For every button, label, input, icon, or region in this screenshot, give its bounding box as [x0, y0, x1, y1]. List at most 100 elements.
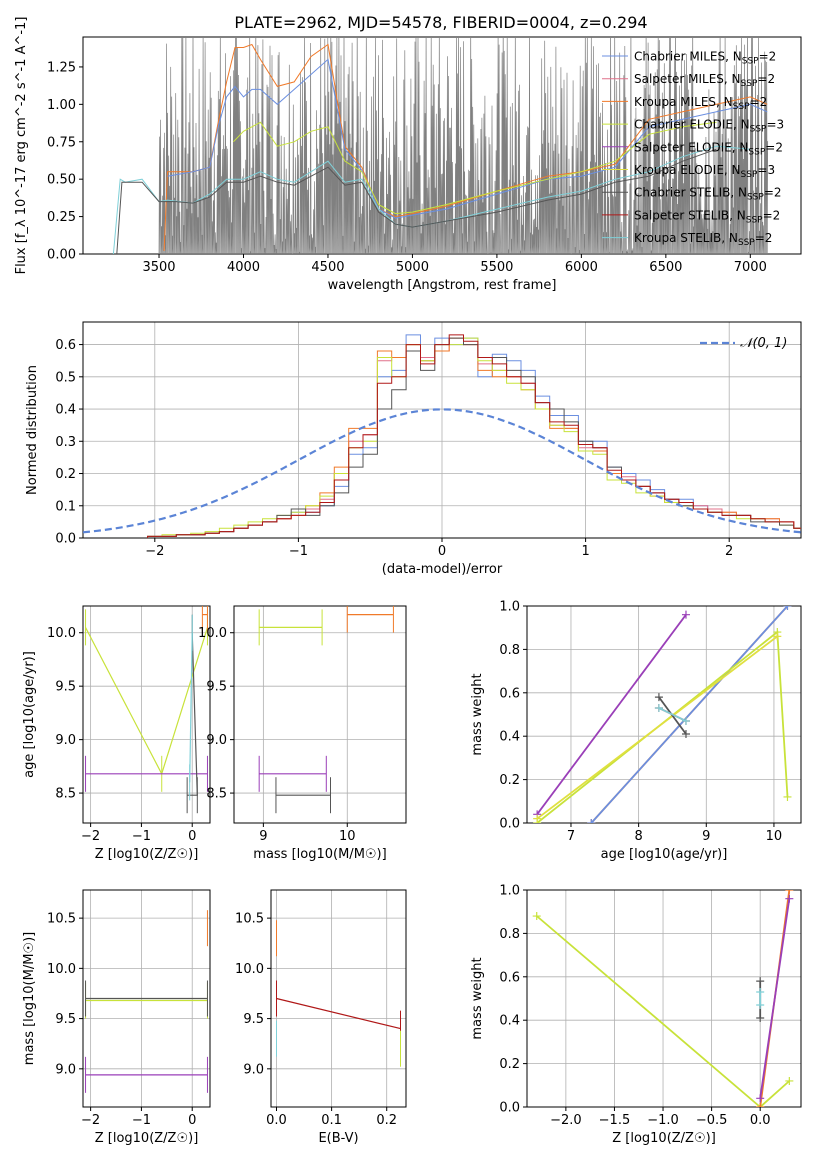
legend-eq: =2: [765, 140, 783, 154]
legend-eq: =2: [759, 50, 777, 64]
tick-label-y: 0.4: [499, 1014, 520, 1029]
chart-residuals: −2 −1 0 1 2 0.0 0.1 0.2 0.3 0.4 0.5 0.6 (data-model)…: [25, 321, 802, 577]
tick-label-y: 0.6: [499, 686, 520, 701]
series-chabrier-stelib: [116, 148, 717, 254]
tick-label-y: 0.2: [499, 773, 520, 788]
legend-sub: SSP: [747, 193, 764, 203]
legend-label: Kroupa STELIB, NSSP=2: [634, 231, 772, 248]
tick-label-x: −2: [145, 544, 164, 559]
normal-curve: [83, 408, 801, 534]
tick-label-x: 9: [259, 829, 267, 844]
data-point: [654, 693, 663, 702]
legend-eq: =2: [755, 231, 773, 245]
legend-label: Chabrier STELIB, NSSP=2: [634, 186, 782, 203]
tick-label-y: 0.2: [55, 467, 76, 482]
tick-label-y: 9.0: [206, 733, 227, 748]
plot-area: [276, 920, 401, 1067]
chart-mass_vs_Z: −2 −1 0 9.0 9.5 10.0 10.5 Z [log10(Z/Z☉)] mass […: [22, 889, 211, 1146]
tick-label-y: 0.0: [499, 817, 520, 832]
data-point: [756, 1014, 765, 1023]
tick-label-x: 7000: [734, 260, 767, 275]
legend-eq: =2: [764, 186, 782, 200]
series-chabrier-miles: [590, 606, 789, 823]
charts-container: 3500 4000 4500 5000 5500 6000 6500 70000.000.25…: [14, 17, 802, 1146]
tick-label-y: 1.0: [499, 884, 520, 899]
axis-label-y: age [log10(age/yr)]: [22, 651, 37, 778]
axis-label-y: mass weight: [470, 957, 485, 1039]
tick-label-y: 0.2: [499, 1057, 520, 1072]
series-chabrier-miles: [167, 58, 768, 219]
data-point: [785, 890, 794, 894]
tick-label-x: 4000: [227, 260, 260, 275]
tick-label-x: −1: [289, 544, 308, 559]
data-point: [785, 1076, 794, 1085]
tick-label-y: 1.00: [47, 98, 76, 113]
tick-label-y: 0.4: [55, 403, 76, 418]
data-point: [681, 730, 690, 739]
tick-label-y: 0.0: [55, 532, 76, 547]
tick-label-y: 10.5: [235, 912, 264, 927]
axis-label-y: Normed distribution: [25, 365, 40, 495]
axes-frame: [526, 889, 802, 1108]
data-point: [785, 894, 794, 903]
tick-label-y: 8.5: [206, 787, 227, 802]
tick-label-y: 0.8: [499, 643, 520, 658]
chart-age_vs_mass: 9 10 8.5 9.0 9.5 10.0 mass [log10(M/M☉)]: [198, 605, 407, 862]
tick-label-y: 9.0: [55, 733, 76, 748]
tick-label-x: 3500: [142, 260, 175, 275]
plot-area: [112, 37, 769, 254]
legend-label: Salpeter ELODIE, NSSP=2: [634, 140, 783, 157]
axis-label-x: age [log10(age/yr)]: [601, 847, 728, 862]
tick-label-y: 0.5: [55, 370, 76, 385]
tick-label-y: 10.0: [235, 962, 264, 977]
legend-label: Chabrier ELODIE, NSSP=3: [634, 118, 784, 135]
tick-label-y: 9.0: [55, 1062, 76, 1077]
series-salpeter-elodie: [536, 614, 687, 815]
tick-label-y: 10.5: [47, 912, 76, 927]
axis-label-y: mass [log10(M/M☉)]: [22, 932, 37, 1065]
tick-label-y: 8.5: [55, 787, 76, 802]
series-chabrier-stelib: [658, 696, 687, 735]
legend-eq: =2: [757, 72, 775, 86]
series-chabrier-elodie: [536, 915, 790, 1107]
chart-weight_vs_Z: −2.0 −1.5 −1.0 −0.5 0.0 0.0 0.2 0.4 0.6 0.8 1.0 Z […: [470, 884, 802, 1146]
tick-label-x: −1.0: [647, 1113, 679, 1128]
axis-label-x: (data-model)/error: [382, 562, 503, 577]
data-point: [756, 977, 765, 986]
series-salpeter-stelib: [276, 997, 401, 1030]
data-point: [756, 987, 765, 996]
tick-label-x: 9: [702, 829, 710, 844]
data-point: [532, 912, 541, 921]
tick-label-y: 9.5: [55, 680, 76, 695]
plot-area: [533, 606, 792, 823]
tick-label-x: 0.2: [376, 1113, 397, 1128]
legend-sub: SSP: [748, 147, 765, 157]
data-point: [681, 717, 690, 726]
legend-sub: SSP: [742, 57, 759, 67]
series-kroupa-stelib: [189, 632, 193, 783]
tick-label-y: 0.25: [47, 210, 76, 225]
legend-label: 𝒩(0, 1): [740, 336, 787, 351]
tick-label-y: 9.5: [55, 1012, 76, 1027]
tick-label-x: 2: [725, 544, 733, 559]
tick-label-y: 9.0: [243, 1062, 264, 1077]
plot-area: [85, 910, 208, 1093]
tick-label-x: 7: [567, 829, 575, 844]
data-point: [654, 703, 663, 712]
series-kroupa-elodie: [536, 635, 778, 820]
axis-label-y: Flux [f_λ 10^-17 erg cm^-2 s^-1 A^-1]: [14, 17, 29, 275]
tick-label-y: 9.5: [243, 1012, 264, 1027]
legend-sub: SSP: [733, 102, 750, 112]
axes-frame: [82, 889, 211, 1108]
axis-label-x: Z [log10(Z/Z☉)]: [95, 847, 199, 862]
tick-label-y: 0.00: [47, 248, 76, 263]
tick-label-y: 1.0: [499, 600, 520, 615]
tick-label-x: 10: [766, 829, 783, 844]
tick-label-x: 5000: [396, 260, 429, 275]
legend-eq: =2: [750, 95, 768, 109]
figure-title: PLATE=2962, MJD=54578, FIBERID=0004, z=0…: [234, 13, 647, 32]
data-point: [681, 610, 690, 619]
legend-sub: SSP: [750, 125, 767, 135]
data-point: [587, 819, 596, 823]
legend-label: Salpeter MILES, NSSP=2: [634, 72, 775, 89]
